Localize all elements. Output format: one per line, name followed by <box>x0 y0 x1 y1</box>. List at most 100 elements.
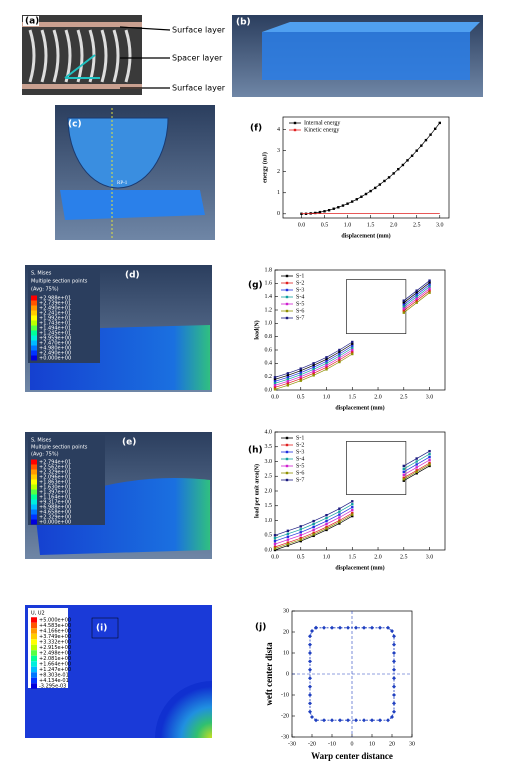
legend-value: +1.863e+01 <box>39 480 71 486</box>
marker <box>415 470 418 474</box>
legend-value: +9.317e+00 <box>39 500 71 506</box>
marker <box>286 541 290 544</box>
y-tick-label: 0 <box>286 671 289 677</box>
marker <box>351 348 354 352</box>
legend-value: +3.332e+00 <box>39 640 71 646</box>
marker <box>402 301 405 304</box>
x-axis-label: displacement (mm) <box>335 404 384 411</box>
marker <box>415 297 418 300</box>
panel-c: RP-1 (c) <box>55 105 215 240</box>
x-tick-label: 3.0 <box>426 394 434 400</box>
legend-marker <box>285 281 289 285</box>
marker <box>415 289 418 292</box>
legend-swatch <box>31 325 37 331</box>
marker <box>325 356 328 359</box>
indenter <box>67 117 169 189</box>
legend-value: +4.980e+00 <box>39 346 71 352</box>
marker <box>378 183 382 186</box>
x-tick-label: 0.5 <box>297 394 305 400</box>
marker <box>428 463 431 466</box>
legend-title: U, U2 <box>31 611 45 617</box>
y-tick-label: 2 <box>277 169 280 175</box>
x-tick-label: 1.5 <box>349 394 357 400</box>
legend-value: +2.096e+01 <box>39 475 71 481</box>
marker <box>323 210 326 213</box>
legend-swatch <box>31 633 37 640</box>
legend-swatch <box>31 666 37 673</box>
marker <box>428 452 431 456</box>
marker <box>299 375 302 378</box>
plot-frame <box>274 269 446 391</box>
surface-layer <box>22 22 142 27</box>
legend-value: +9.959e+00 <box>39 336 71 342</box>
marker <box>286 538 290 541</box>
marker <box>428 464 431 468</box>
legend-value: +2.329e+01 <box>39 470 71 476</box>
surface-layer <box>22 84 142 89</box>
legend-value: +2.988e+01 <box>39 296 71 302</box>
legend-title: S, Mises <box>31 271 52 277</box>
legend-title: Multiple section points <box>31 445 88 451</box>
legend-value: +1.743e+01 <box>39 321 71 327</box>
legend-value: +4.134e-01 <box>39 678 69 684</box>
legend-label: S-1 <box>296 273 304 279</box>
legend-value: +0.000e+00 <box>39 520 71 526</box>
legend-label: S-7 <box>296 315 304 321</box>
legend-swatch <box>31 672 37 678</box>
legend-marker <box>285 443 289 447</box>
y-tick-label: -30 <box>281 734 289 740</box>
marker <box>273 539 277 543</box>
marker <box>338 519 341 522</box>
legend-box <box>28 268 100 363</box>
chart: (f) 0.0 0.5 1.0 1.5 2.0 2.5 3.0 0 1 2 3 4 displacemen… <box>250 116 450 239</box>
marker <box>355 198 358 201</box>
legend-value: +2.329e+00 <box>39 515 71 521</box>
marker <box>312 370 315 373</box>
marker <box>402 473 405 476</box>
legend-marker <box>293 128 297 132</box>
marker <box>428 458 431 462</box>
legend-marker <box>285 478 289 482</box>
y-tick-label: 1 <box>277 190 280 196</box>
marker <box>346 625 350 630</box>
marker <box>299 534 302 537</box>
legend-swatch <box>31 509 37 515</box>
label-box <box>91 617 119 639</box>
marker <box>273 380 277 383</box>
y-tick-label: 3 <box>277 148 280 154</box>
marker <box>362 625 366 630</box>
marker <box>406 159 409 162</box>
marker <box>390 628 394 633</box>
marker <box>428 283 431 286</box>
marker <box>351 506 354 509</box>
panel-label: (g) <box>248 281 263 291</box>
marker <box>402 311 405 314</box>
y-tick-label: -10 <box>281 692 289 698</box>
y-tick-label: 0.8 <box>265 334 273 340</box>
y-tick-label: 1.4 <box>265 294 273 300</box>
legend-swatch <box>31 310 37 316</box>
legend-swatch <box>31 489 37 495</box>
legend-marker <box>285 436 289 440</box>
marker <box>415 463 418 466</box>
marker <box>433 127 437 130</box>
legend-label: S-3 <box>296 449 304 455</box>
legend-marker <box>285 309 289 313</box>
legend-swatch <box>31 622 37 629</box>
y-tick-label: 0 <box>277 211 280 217</box>
legend-value: +4.166e+00 <box>39 629 71 635</box>
marker <box>338 348 341 352</box>
legend-title: Multiple section points <box>31 279 88 285</box>
x-tick-label: 10 <box>369 741 375 747</box>
legend-value: +4.658e+00 <box>39 510 71 516</box>
y-axis-label: energy (mJ) <box>261 152 268 183</box>
annotation: Surface layer <box>172 84 226 93</box>
marker <box>387 176 391 179</box>
x-tick-label: 0.5 <box>297 554 305 560</box>
panel-label: (i) <box>96 624 107 634</box>
marker <box>325 366 328 369</box>
marker <box>428 291 431 294</box>
legend-label: S-3 <box>296 287 304 293</box>
legend-label: S-6 <box>296 308 304 314</box>
legend-swatch <box>31 315 37 321</box>
